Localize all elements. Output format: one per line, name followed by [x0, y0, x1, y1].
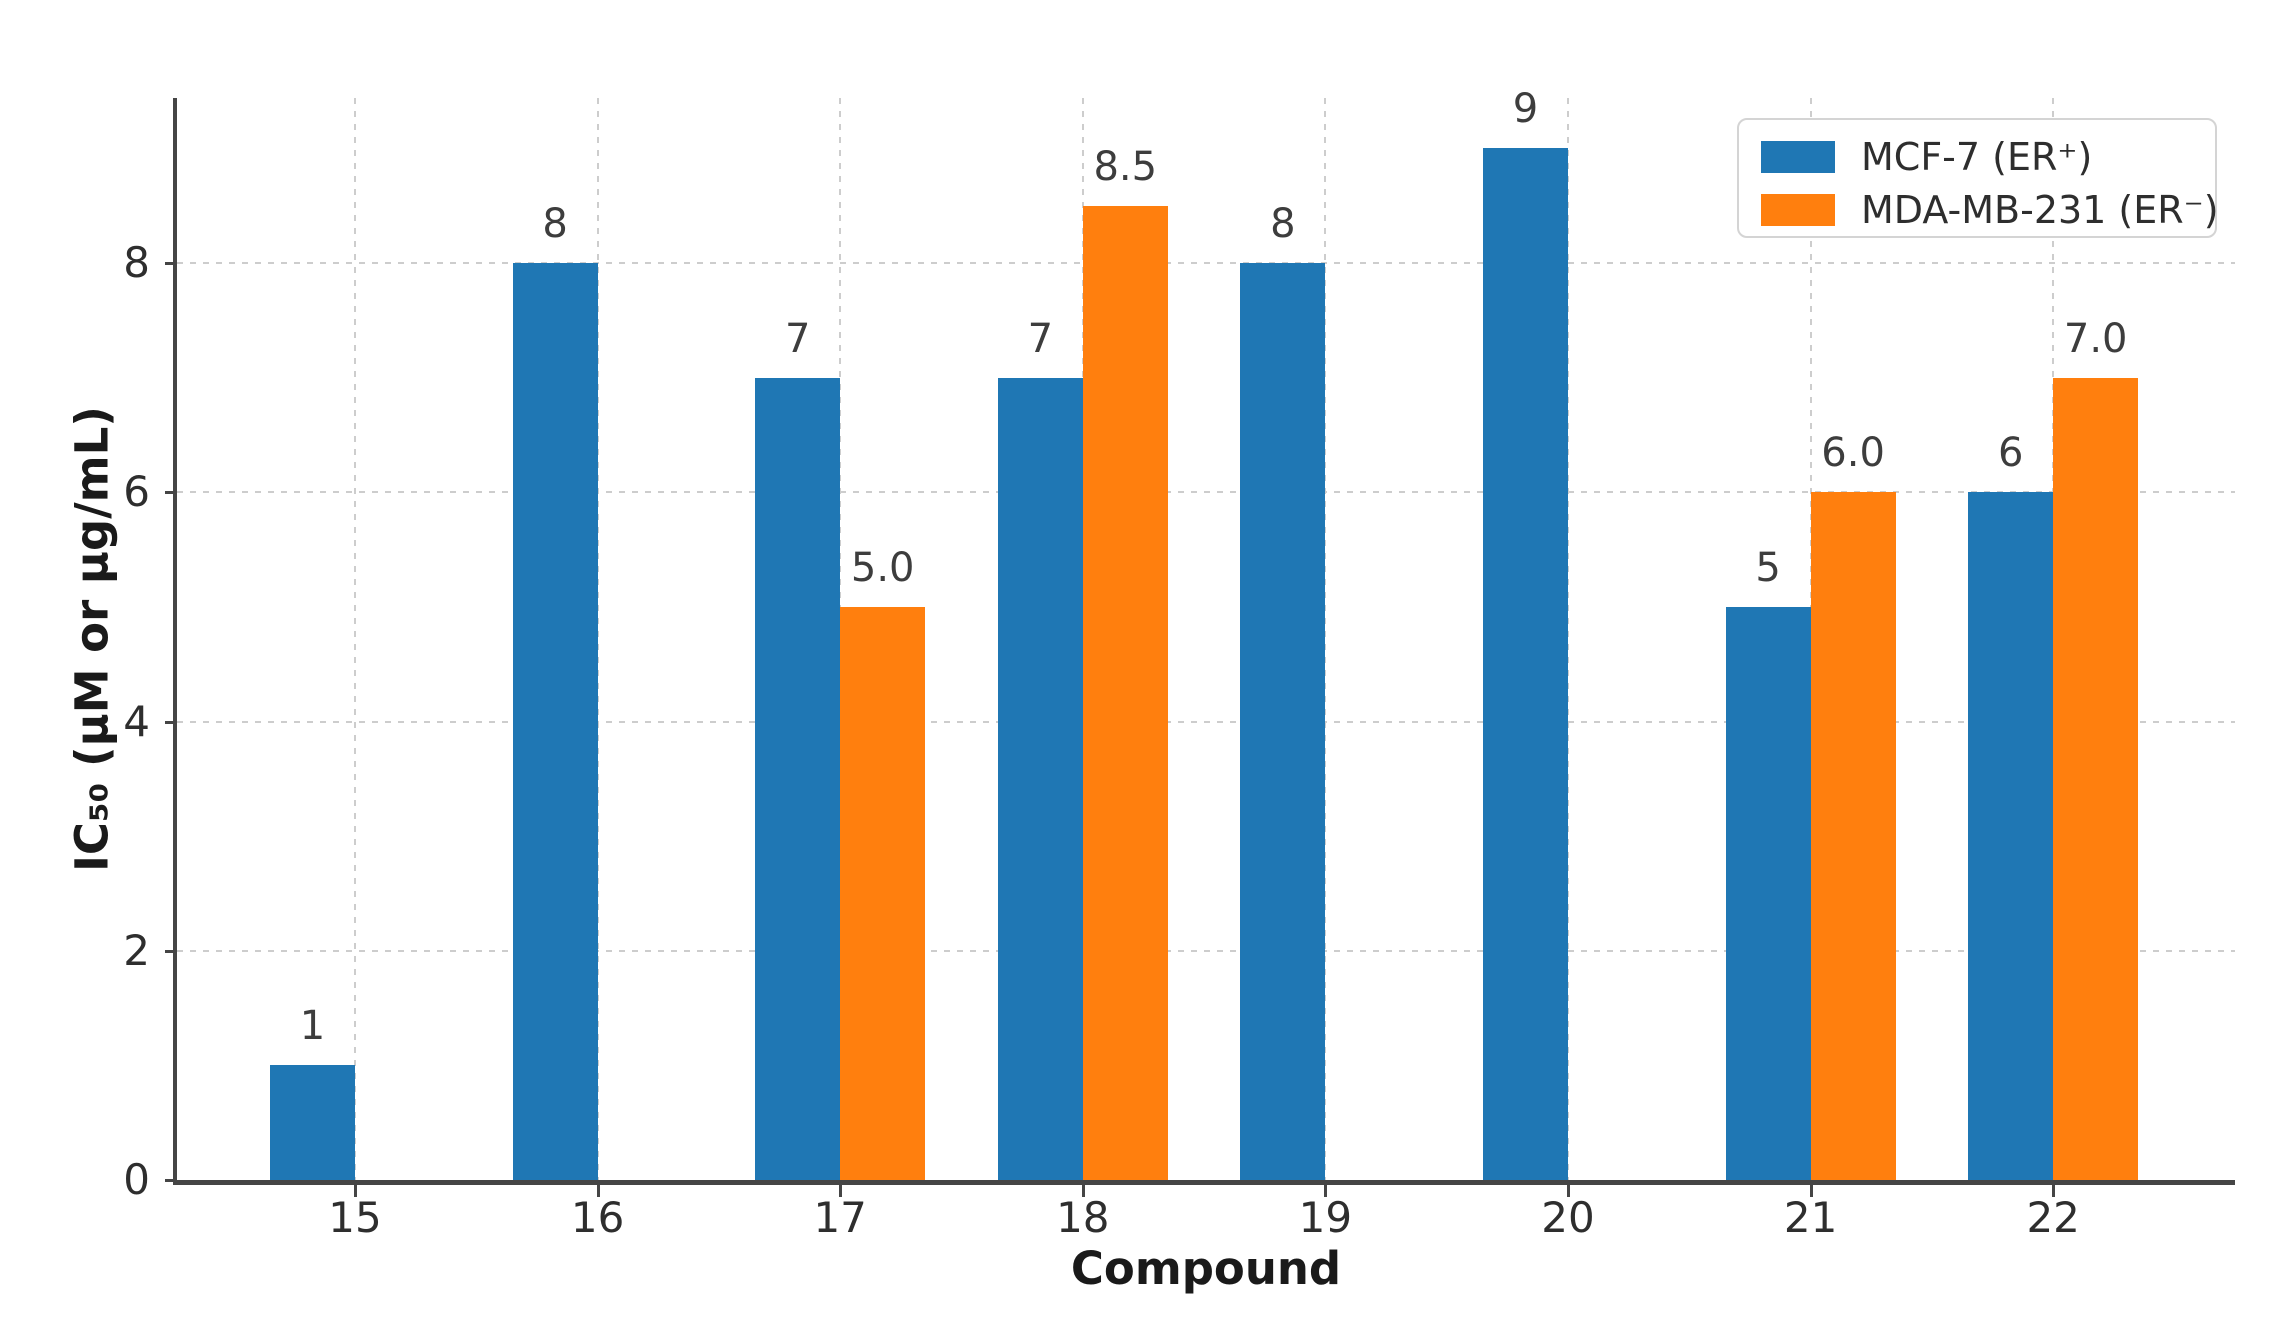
- legend-item-mdamb231: MDA-MB-231 (ER⁻): [1761, 188, 2219, 232]
- bar-value-label-mcf7-20: 9: [1512, 86, 1539, 133]
- y-tick-mark: [165, 262, 177, 266]
- x-tick-mark: [354, 1185, 357, 1197]
- x-tick-mark: [1809, 1185, 1813, 1197]
- x-tick-label: 15: [328, 1193, 382, 1242]
- bar-mdamb231-17: [840, 606, 926, 1180]
- x-tick-label: 16: [570, 1193, 625, 1242]
- bar-mcf7-21: [1725, 606, 1811, 1180]
- x-tick-mark: [2052, 1185, 2056, 1197]
- y-tick-mark: [165, 491, 177, 495]
- x-tick-label: 17: [813, 1193, 867, 1242]
- y-tick-label: 2: [123, 925, 150, 975]
- x-axis-label: Compound: [1070, 1242, 1342, 1295]
- x-tick-mark: [1081, 1185, 1085, 1197]
- bar-value-label-mdamb231-21: 6.0: [1821, 430, 1885, 477]
- bar-mcf7-19: [1240, 263, 1326, 1180]
- x-axis-spine: [173, 1180, 2235, 1185]
- y-tick-mark: [165, 720, 177, 724]
- x-tick-mark: [839, 1185, 843, 1197]
- bar-value-label-mdamb231-17: 5.0: [850, 544, 915, 591]
- bar-value-label-mcf7-15: 1: [299, 1003, 326, 1050]
- bar-value-label-mcf7-22: 6: [1997, 430, 2024, 477]
- bar-mdamb231-22: [2053, 377, 2139, 1180]
- y-tick-label: 8: [123, 238, 150, 288]
- x-tick-label: 22: [2026, 1193, 2080, 1242]
- bar-value-label-mdamb231-22: 7.0: [2063, 315, 2128, 362]
- bar-mcf7-17: [755, 377, 841, 1180]
- y-tick-label: 0: [123, 1155, 150, 1204]
- legend-item-mcf7: MCF-7 (ER⁺): [1761, 135, 2195, 179]
- bar-mcf7-18: [997, 377, 1083, 1180]
- legend-label-mdamb231: MDA-MB-231 (ER⁻): [1861, 188, 2219, 232]
- x-tick-label: 19: [1298, 1193, 1353, 1242]
- bar-mdamb231-18: [1082, 205, 1168, 1180]
- legend-label-mcf7: MCF-7 (ER⁺): [1861, 135, 2093, 179]
- legend: MCF-7 (ER⁺) MDA-MB-231 (ER⁻): [1737, 118, 2219, 238]
- gridline-vertical: [354, 98, 356, 1180]
- bar-mcf7-15: [270, 1065, 355, 1180]
- gridline-vertical: [596, 98, 599, 1180]
- legend-swatch-mdamb231: [1761, 194, 1835, 226]
- x-tick-mark: [1324, 1185, 1328, 1197]
- bar-mdamb231-21: [1810, 492, 1896, 1180]
- bar-value-label-mcf7-18: 7: [1027, 315, 1054, 362]
- bar-value-label-mcf7-21: 5: [1755, 544, 1781, 591]
- bar-mcf7-20: [1483, 148, 1568, 1180]
- gridline-horizontal: [177, 262, 2235, 265]
- y-axis-spine: [173, 98, 177, 1185]
- bar-mcf7-22: [1968, 492, 2054, 1180]
- y-tick-label: 6: [123, 467, 150, 517]
- x-tick-label: 20: [1541, 1193, 1595, 1242]
- bar-value-label-mdamb231-18: 8.5: [1093, 143, 1158, 190]
- x-tick-mark: [596, 1185, 600, 1197]
- gridline-horizontal: [177, 491, 2235, 494]
- x-tick-label: 18: [1056, 1193, 1110, 1242]
- bar-mcf7-16: [512, 263, 598, 1180]
- bar-value-label-mcf7-17: 7: [784, 315, 811, 362]
- y-tick-mark: [165, 949, 177, 953]
- x-tick-label: 21: [1783, 1193, 1838, 1242]
- y-tick-mark: [165, 1179, 177, 1182]
- gridline-vertical: [1567, 98, 1569, 1180]
- gridline-vertical: [1324, 98, 1327, 1180]
- legend-swatch-mcf7: [1761, 141, 1835, 173]
- x-tick-mark: [1567, 1185, 1570, 1197]
- y-tick-label: 4: [123, 696, 150, 746]
- bar-value-label-mcf7-19: 8: [1270, 201, 1296, 248]
- gridline-horizontal: [177, 720, 2235, 723]
- bar-value-label-mcf7-16: 8: [542, 201, 568, 248]
- gridline-horizontal: [177, 949, 2235, 952]
